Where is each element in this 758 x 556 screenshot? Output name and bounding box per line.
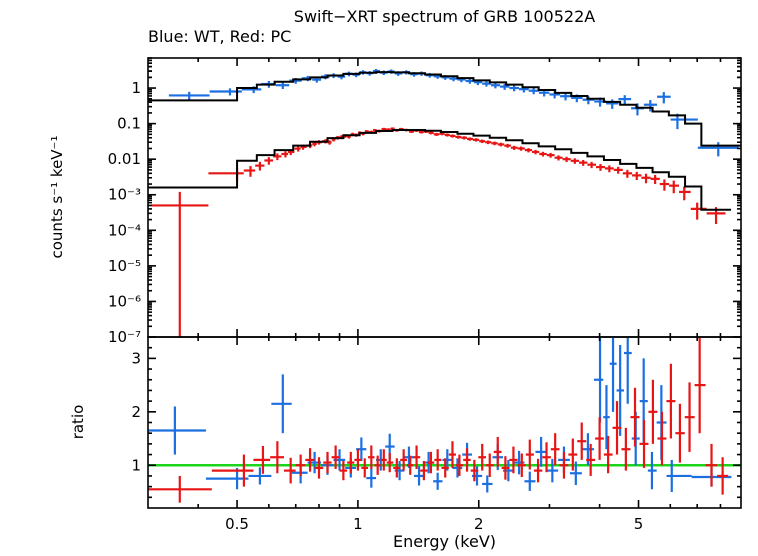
tick-label: 10⁻³	[108, 186, 141, 204]
ratio-panel: 1 2 3	[131, 336, 742, 509]
tick-label: 1	[131, 79, 141, 97]
page-title: Swift−XRT spectrum of GRB 100522A	[293, 7, 596, 26]
wt-data	[168, 68, 739, 157]
tick-label: 10⁻⁵	[108, 257, 141, 275]
tick-label: 10⁻⁶	[108, 292, 141, 310]
tick-label: 2	[131, 403, 141, 421]
tick-label: 5	[634, 515, 644, 533]
tick-label: 1	[353, 515, 363, 533]
tick-label: 2	[474, 515, 484, 533]
tick-label: 0.5	[225, 515, 249, 533]
tick-label: 3	[131, 349, 141, 367]
tick-label: 1	[131, 456, 141, 474]
pc-ratio	[148, 337, 729, 503]
tick-label: 10⁻⁷	[108, 328, 141, 346]
wt-ratio	[148, 337, 732, 493]
pc-data	[151, 127, 726, 337]
tick-label: 10⁻⁴	[108, 221, 141, 239]
x-axis-label: Energy (keV)	[392, 532, 497, 551]
wt-model	[148, 71, 741, 147]
tick-label: 0.01	[108, 150, 141, 168]
pc-model	[148, 129, 732, 211]
spectrum-panel: 1 0.1 0.01 10⁻³ 10⁻⁴ 10⁻⁵ 10⁻⁶ 10⁻⁷	[108, 57, 742, 346]
tick-label: 0.1	[117, 115, 141, 133]
legend-note: Blue: WT, Red: PC	[148, 27, 292, 46]
